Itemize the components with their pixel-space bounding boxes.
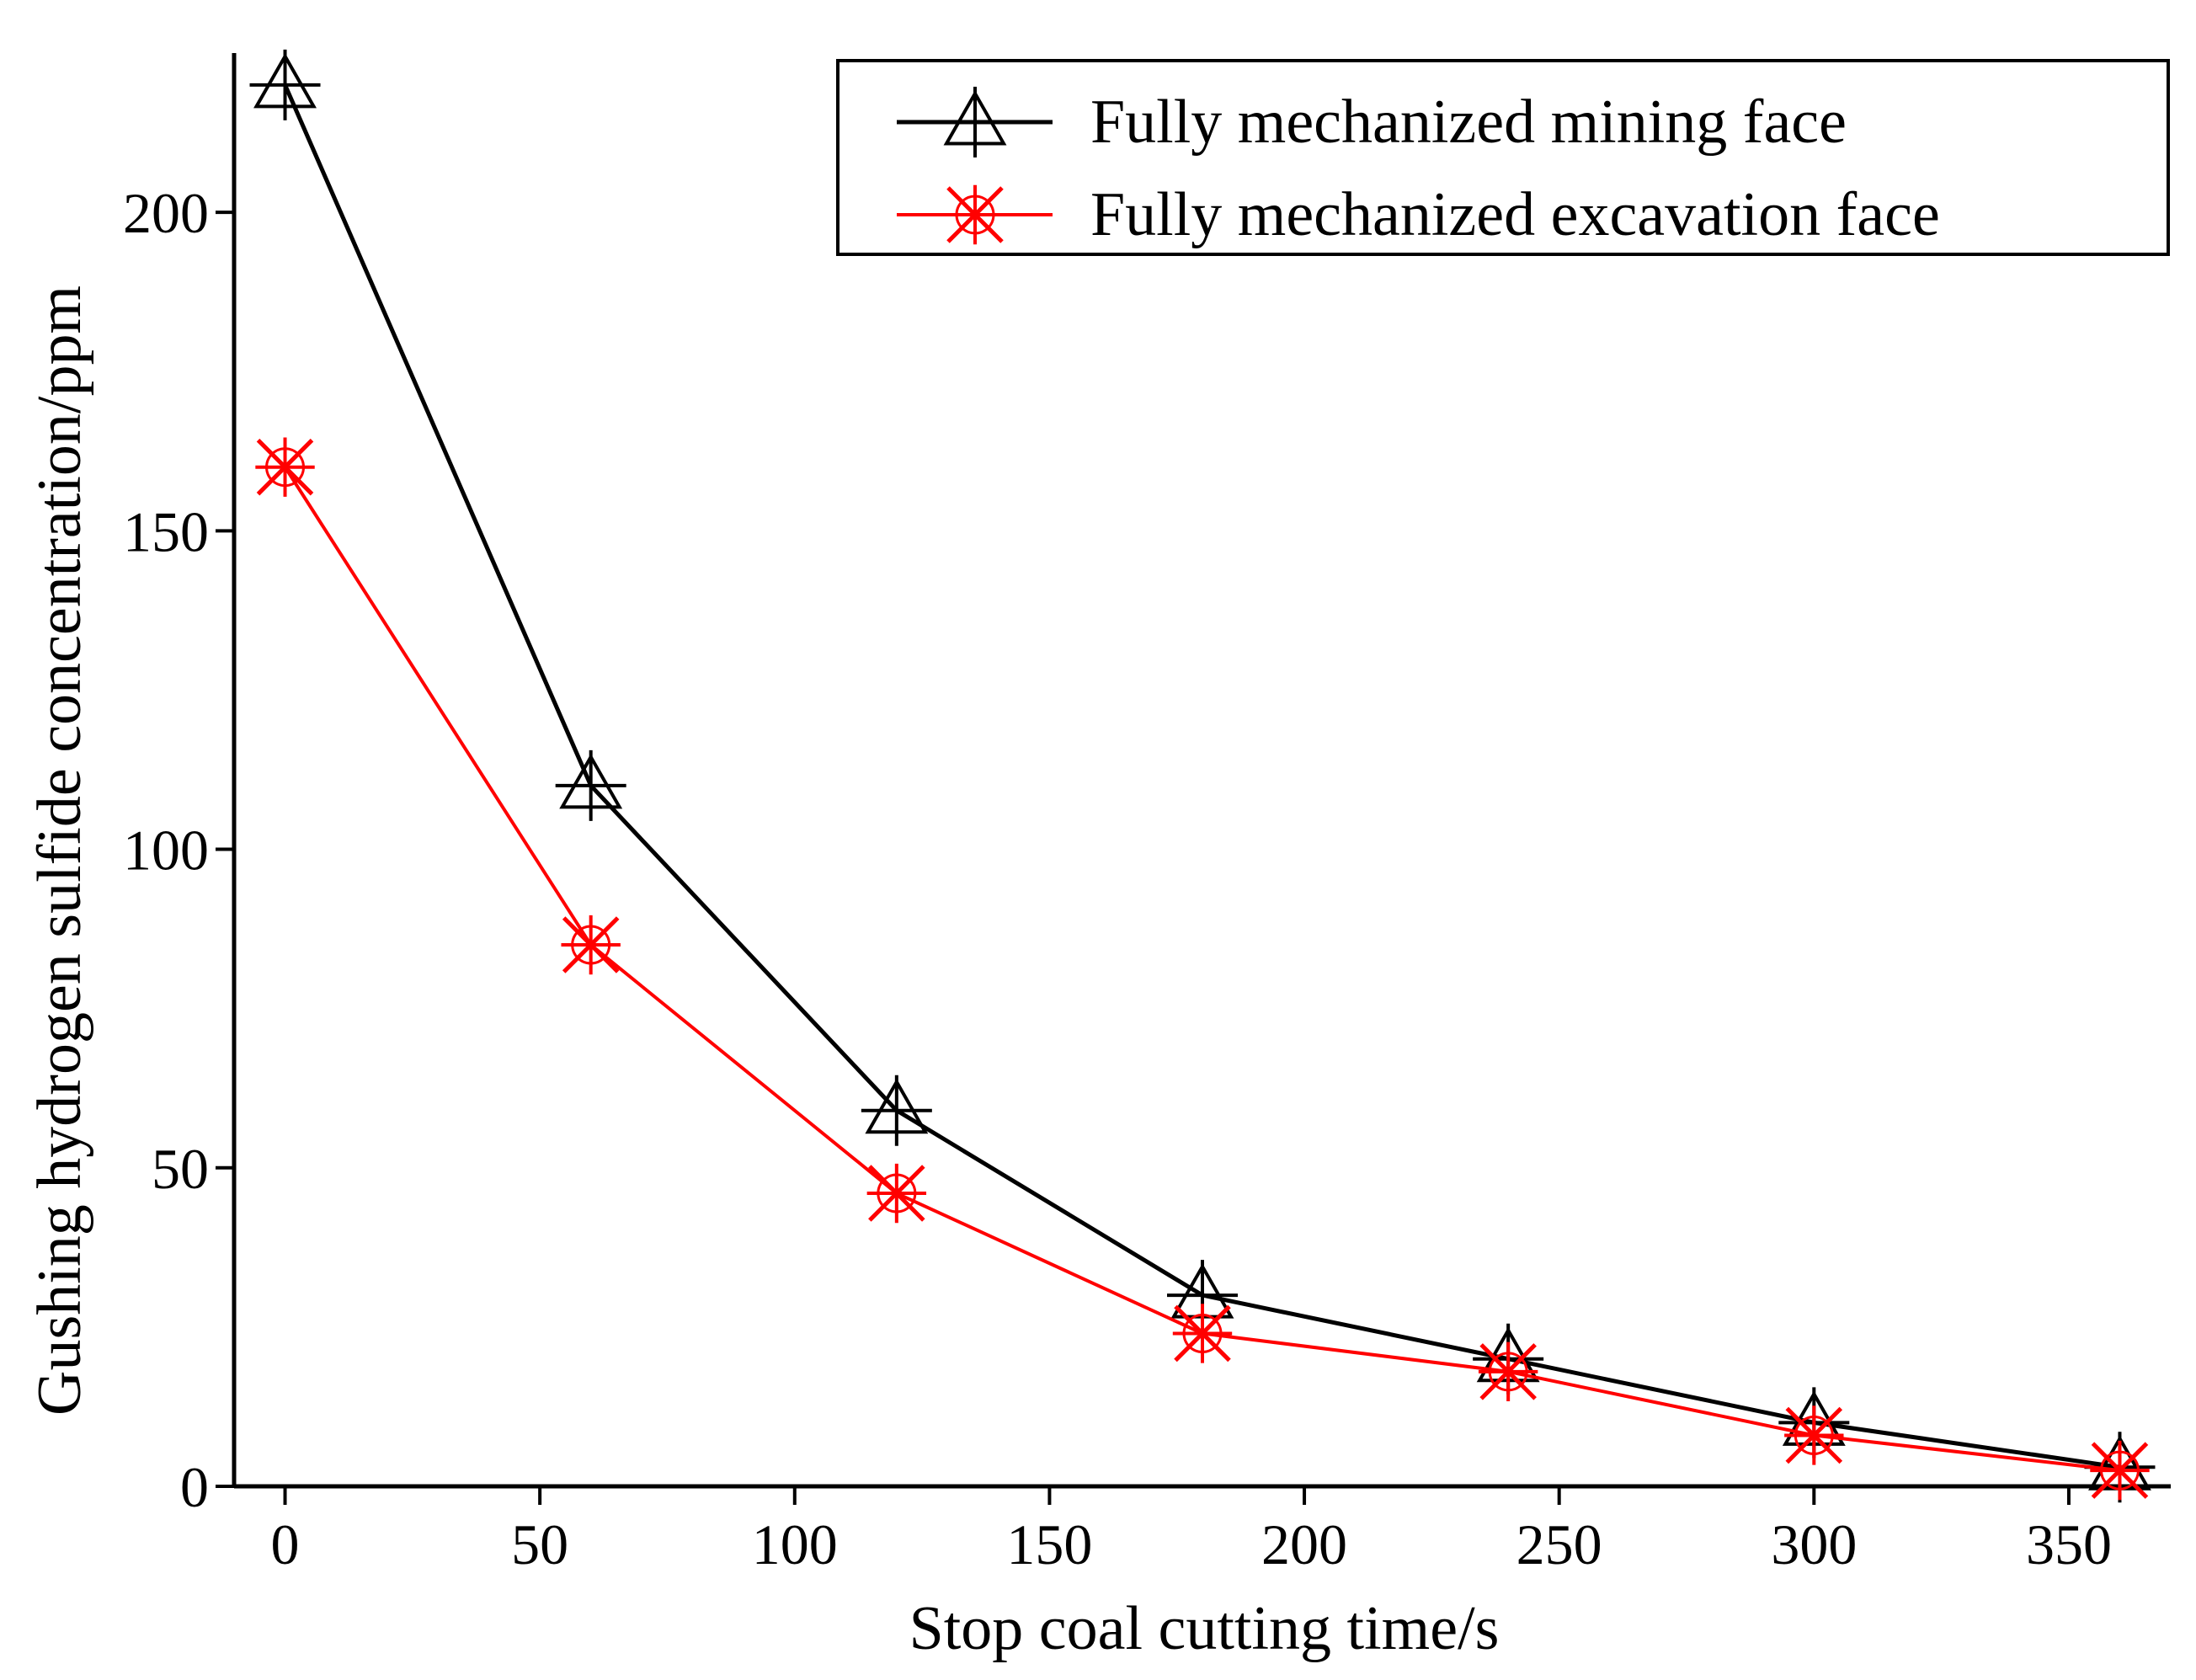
data-point: [255, 437, 315, 497]
series-layer: [249, 49, 2156, 1503]
legend-entry-2: Fully mechanized excavation face: [897, 180, 1940, 249]
x-tick-label: 150: [1006, 1512, 1092, 1576]
legend-entry-1: Fully mechanized mining face: [897, 87, 1847, 157]
legend: Fully mechanized mining face Fully mechan…: [836, 59, 2170, 256]
x-tick-label: 350: [2026, 1512, 2112, 1576]
data-point: [249, 49, 321, 120]
data-point: [1172, 1304, 1233, 1363]
data-point: [2090, 1440, 2150, 1501]
legend-label: Fully mechanized excavation face: [1090, 180, 1940, 249]
y-tick-label: 100: [123, 819, 209, 883]
legend-marker: [940, 87, 1010, 157]
legend-label: Fully mechanized mining face: [1090, 88, 1847, 157]
data-point: [866, 1163, 927, 1224]
legend-box: [836, 59, 2170, 256]
marker-stroke: [1794, 1415, 1834, 1455]
series-1: [249, 49, 2156, 1503]
axes: 0 50 100 150 200 250 300 350 0 50 100 150 200: [123, 53, 2171, 1576]
y-tick-label: 200: [123, 181, 209, 245]
x-tick-label: 200: [1261, 1512, 1347, 1576]
data-point: [861, 1075, 932, 1146]
x-axis-title: Stop coal cutting time/s: [909, 1594, 1500, 1663]
marker-stroke: [955, 195, 995, 235]
marker-stroke: [571, 925, 611, 965]
data-point: [1784, 1405, 1844, 1465]
x-tick-label: 250: [1516, 1512, 1602, 1576]
data-point: [561, 915, 621, 975]
x-tick-label: 100: [752, 1512, 838, 1576]
y-tick-label: 0: [180, 1455, 209, 1519]
marker-stroke: [2099, 1450, 2140, 1491]
x-tick-label: 300: [1771, 1512, 1857, 1576]
y-tick-label: 150: [123, 499, 209, 563]
legend-marker: [945, 184, 1005, 245]
data-point: [555, 749, 626, 821]
marker-stroke: [265, 447, 306, 488]
marker-stroke: [877, 1173, 917, 1213]
y-axis-title: Gushing hydrogen sulfide concentration/p…: [25, 285, 94, 1416]
marker-stroke: [1488, 1352, 1528, 1392]
series-2: [255, 437, 2150, 1501]
data-point: [1478, 1341, 1538, 1402]
y-tick-label: 50: [152, 1137, 209, 1201]
marker-stroke: [1182, 1313, 1223, 1353]
x-tick-label: 0: [271, 1512, 300, 1576]
x-tick-label: 50: [511, 1512, 568, 1576]
